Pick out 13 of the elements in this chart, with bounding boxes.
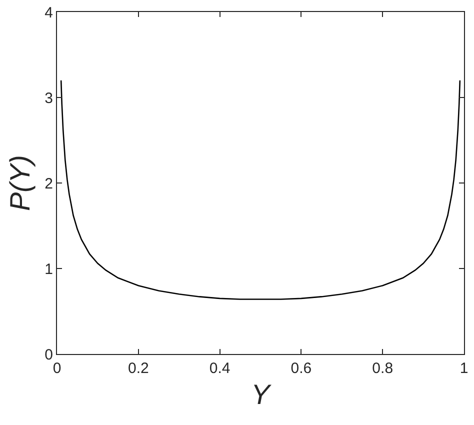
x-tick-label: 1 <box>460 360 468 377</box>
line-series <box>60 80 461 300</box>
x-tick-label: 0.4 <box>209 360 230 377</box>
y-tick-label: 0 <box>44 346 53 364</box>
y-tick-label: 4 <box>44 4 53 22</box>
y-tick-label: 3 <box>44 90 53 107</box>
x-tick-label: 0.8 <box>372 360 394 377</box>
x-axis-title: Y <box>251 379 272 410</box>
x-tick-label: 0.2 <box>128 360 149 377</box>
y-tick-label: 1 <box>44 260 53 278</box>
y-axis-title: P(Y) <box>4 155 36 211</box>
y-tick-label: 2 <box>44 175 53 192</box>
x-tick-label: 0.6 <box>290 360 312 377</box>
